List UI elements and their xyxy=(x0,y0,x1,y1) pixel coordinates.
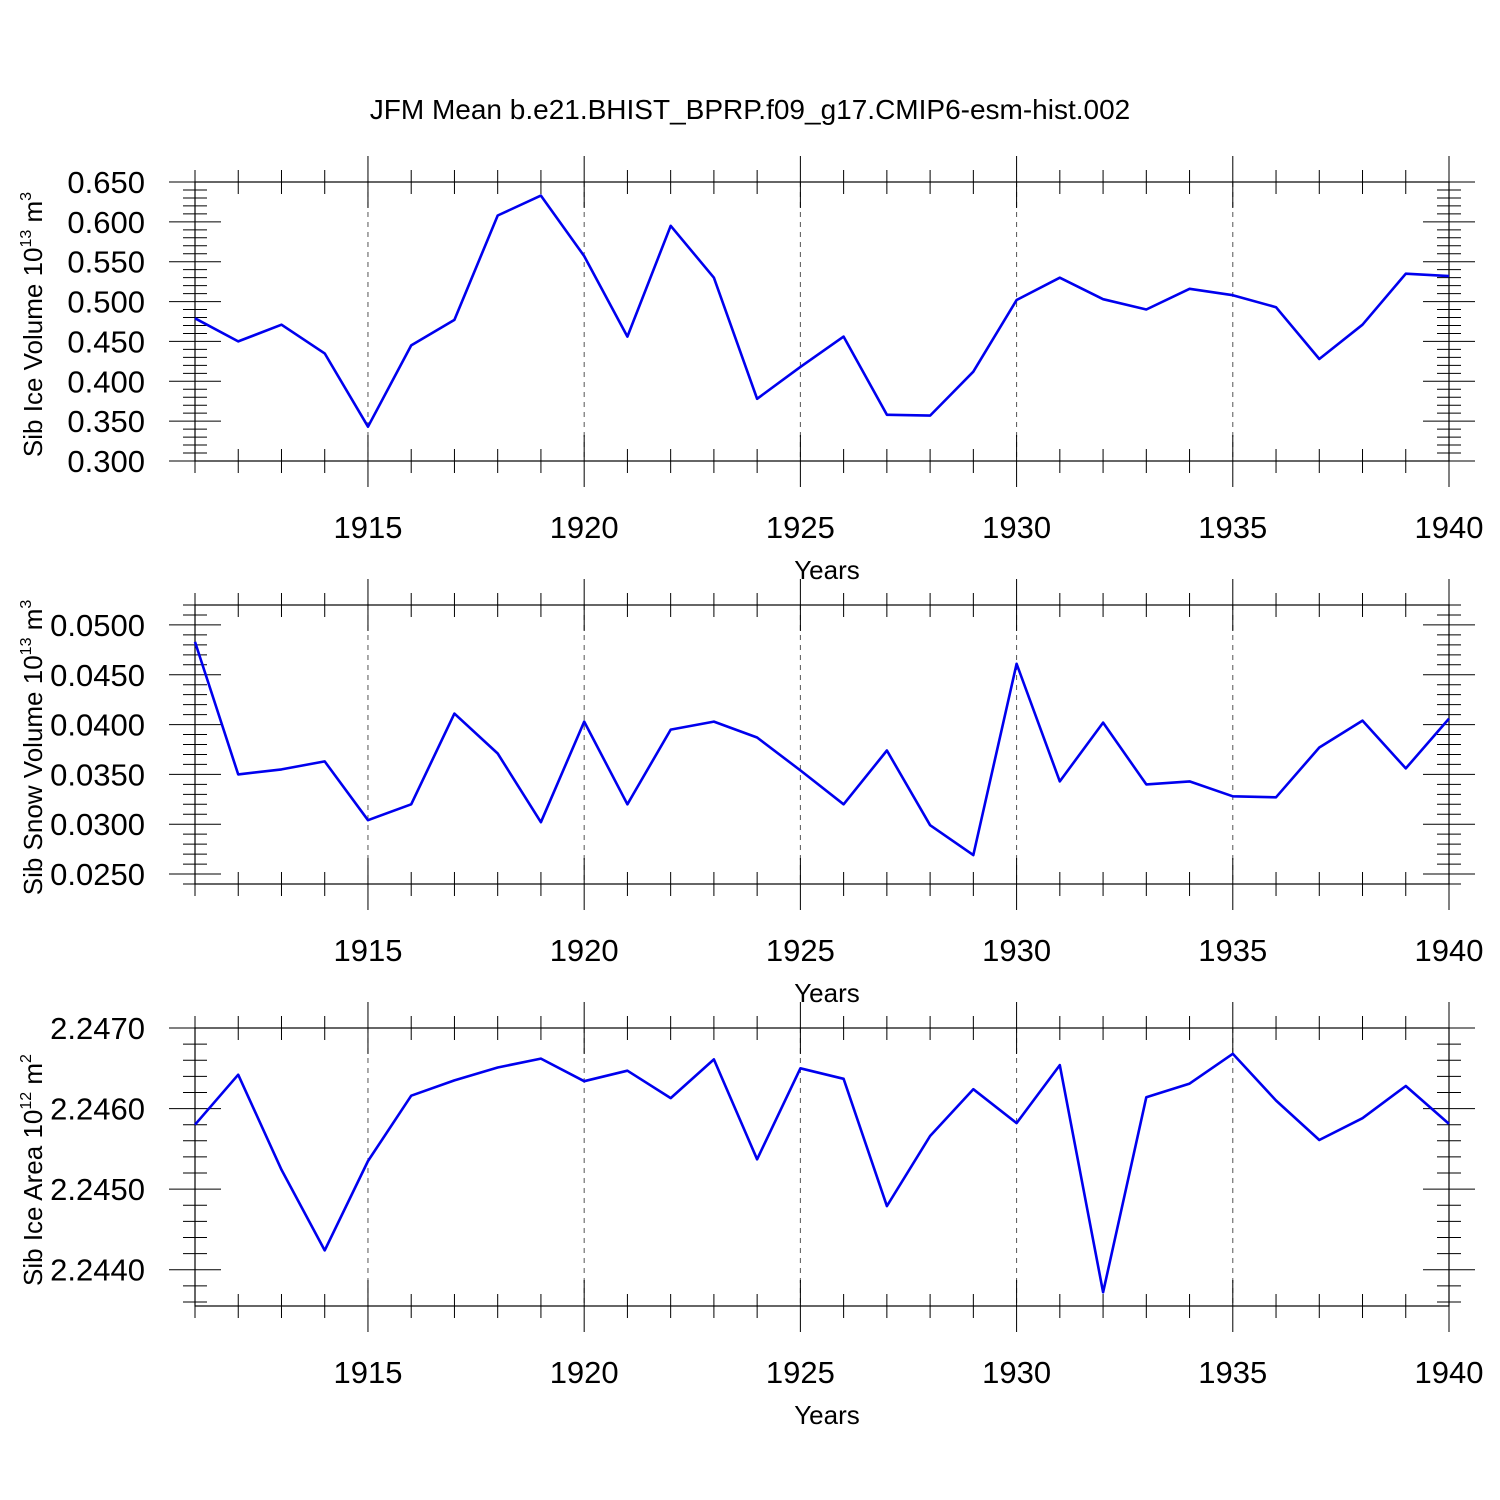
x-tick-label: 1915 xyxy=(333,510,402,545)
panel-snow-volume: 0.0250 0.0300 0.0350 0.0400 0.0450 0.0500 1915… xyxy=(18,579,1483,1008)
y-tick-label: 0.0250 xyxy=(50,857,145,892)
y-tick-label: 0.0500 xyxy=(50,608,145,643)
x-axis-label: Years xyxy=(794,978,860,1008)
x-tick-label: 1920 xyxy=(550,933,619,968)
x-tick-label: 1935 xyxy=(1198,510,1267,545)
panel-ice-area: 2.2440 2.2450 2.2460 2.2470 1915 1920 1925 1930… xyxy=(18,1002,1483,1430)
y-tick-label: 0.0300 xyxy=(50,807,145,842)
y-tick-label: 0.400 xyxy=(67,364,145,399)
x-tick-label: 1920 xyxy=(550,1355,619,1390)
y-tick-label: 0.0400 xyxy=(50,708,145,743)
x-tick-label: 1925 xyxy=(766,1355,835,1390)
y-tick-label: 2.2460 xyxy=(50,1092,145,1127)
x-tick-label: 1930 xyxy=(982,510,1051,545)
y-axis-label: Sib Ice Area 1012 m2 xyxy=(18,1054,48,1286)
y-tick-label: 2.2470 xyxy=(50,1011,145,1046)
y-tick-label: 0.0350 xyxy=(50,757,145,792)
y-tick-label: 2.2440 xyxy=(50,1253,145,1288)
y-tick-label: 0.600 xyxy=(67,205,145,240)
series-line xyxy=(193,641,1450,857)
x-tick-label: 1915 xyxy=(333,933,402,968)
x-tick-label: 1925 xyxy=(766,510,835,545)
y-tick-label: 0.650 xyxy=(67,165,145,200)
plot-frame xyxy=(194,604,1450,885)
x-tick-label: 1940 xyxy=(1415,510,1484,545)
y-tick-label: 0.0450 xyxy=(50,658,145,693)
y-axis-label: Sib Ice Volume 1013 m3 xyxy=(18,192,48,457)
series-line xyxy=(194,194,1450,429)
y-tick-label: 0.350 xyxy=(67,404,145,439)
x-axis-label: Years xyxy=(794,555,860,585)
panel-ice-volume: 0.300 0.350 0.400 0.450 0.500 0.550 0.600 0.650… xyxy=(18,156,1483,585)
x-tick-label: 1940 xyxy=(1415,1355,1484,1390)
y-axis-label: Sib Snow Volume 1013 m3 xyxy=(18,600,48,896)
y-tick-label: 0.550 xyxy=(67,245,145,280)
y-tick-label: 0.500 xyxy=(67,285,145,320)
plot-frame xyxy=(194,1027,1450,1307)
x-axis-label: Years xyxy=(794,1400,860,1430)
x-tick-label: 1930 xyxy=(982,933,1051,968)
x-tick-label: 1940 xyxy=(1415,933,1484,968)
x-tick-label: 1925 xyxy=(766,933,835,968)
x-tick-label: 1915 xyxy=(333,1355,402,1390)
x-tick-label: 1935 xyxy=(1198,933,1267,968)
plot-frame xyxy=(194,181,1450,462)
x-tick-label: 1920 xyxy=(550,510,619,545)
x-tick-label: 1935 xyxy=(1198,1355,1267,1390)
series-line xyxy=(194,1052,1450,1294)
x-tick-label: 1930 xyxy=(982,1355,1051,1390)
chart-title: JFM Mean b.e21.BHIST_BPRP.f09_g17.CMIP6-… xyxy=(370,94,1131,125)
y-tick-label: 2.2450 xyxy=(50,1172,145,1207)
y-tick-label: 0.450 xyxy=(67,324,145,359)
y-tick-label: 0.300 xyxy=(67,444,145,479)
